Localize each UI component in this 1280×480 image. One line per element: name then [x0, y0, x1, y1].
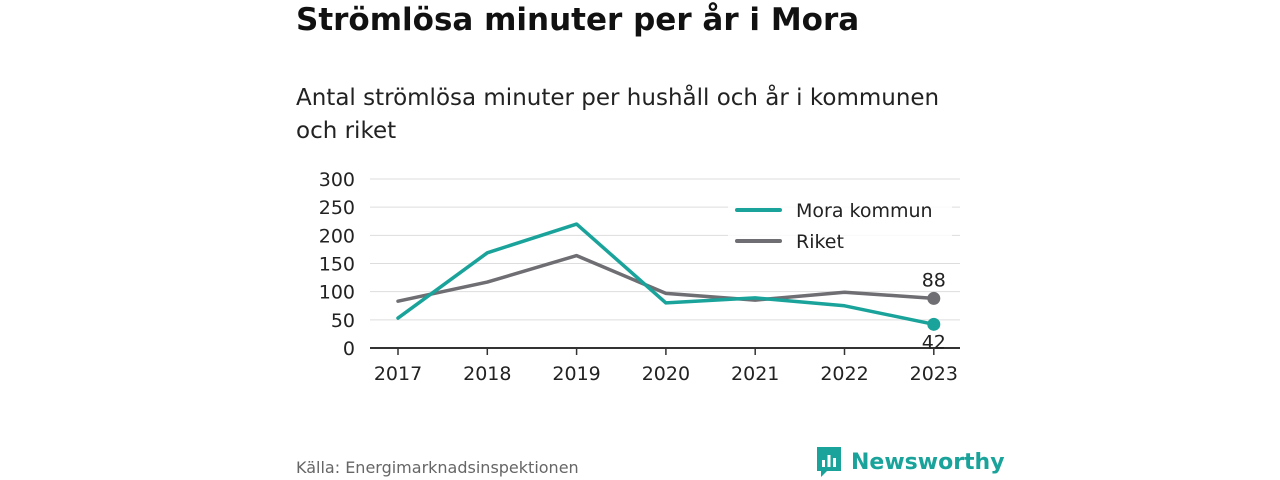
end-point-riket: [927, 291, 941, 305]
y-tick-label: 0: [343, 338, 355, 360]
chart-title: Strömlösa minuter per år i Mora: [296, 2, 860, 38]
y-tick-label: 50: [331, 310, 355, 332]
x-tick-label: 2023: [910, 363, 958, 385]
x-tick-label: 2019: [552, 363, 600, 385]
x-tick-label: 2022: [820, 363, 868, 385]
legend-background: [728, 194, 952, 258]
end-point-mora: [927, 317, 941, 331]
y-tick-label: 200: [319, 225, 355, 247]
y-tick-label: 300: [319, 169, 355, 191]
y-tick-label: 150: [319, 254, 355, 276]
legend-label: Mora kommun: [796, 200, 933, 222]
x-tick-label: 2020: [642, 363, 690, 385]
brand-logo: Newsworthy: [815, 445, 1005, 479]
brand-name: Newsworthy: [851, 449, 1005, 475]
data-label-riket: 88: [922, 269, 946, 291]
y-tick-label: 100: [319, 282, 355, 304]
x-tick-label: 2018: [463, 363, 511, 385]
data-label-mora: 42: [922, 331, 946, 353]
line-chart: 0 50 100 150 200 250 300 2017 2018 2019 2020 2021 20…: [319, 169, 960, 385]
chart-subtitle: Antal strömlösa minuter per hushåll och …: [296, 85, 940, 144]
legend-label: Riket: [796, 231, 844, 253]
y-tick-label: 250: [319, 197, 355, 219]
x-tick-label: 2021: [731, 363, 779, 385]
bar-chart-logo-icon: [817, 447, 841, 477]
series-line-riket: [396, 253, 936, 303]
series-line-mora: [396, 222, 936, 327]
source-note: Källa: Energimarknadsinspektionen: [296, 458, 579, 477]
x-tick-label: 2017: [374, 363, 422, 385]
